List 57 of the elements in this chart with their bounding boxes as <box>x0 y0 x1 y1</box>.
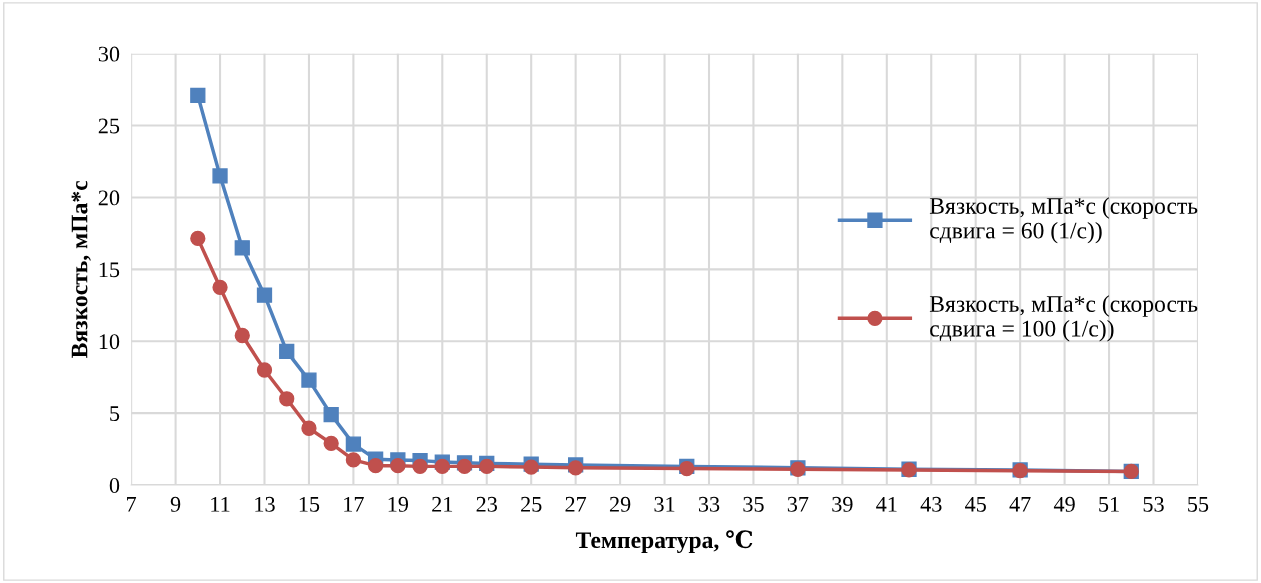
x-tick-label: 49 <box>1053 496 1075 512</box>
x-tick-label: 55 <box>1188 497 1209 512</box>
point <box>412 458 428 475</box>
x-tick-label: 23 <box>476 496 497 512</box>
x-tick-label: 51 <box>1099 496 1119 512</box>
x-tick-label: 43 <box>920 496 942 512</box>
y-tick-label: 25 <box>98 118 120 134</box>
point <box>301 372 317 388</box>
point <box>190 230 206 247</box>
point <box>434 458 450 475</box>
y-tick-label: 5 <box>110 406 120 422</box>
point <box>234 327 250 344</box>
point <box>279 343 295 359</box>
x-tick-label: 53 <box>1143 496 1164 512</box>
point <box>345 436 362 452</box>
x-tick-label: 19 <box>388 496 409 512</box>
legend-label: Вязкость, мПа*с (скорость сдвига = 100 (1/с)) <box>929 295 1198 342</box>
x-tick-label: 33 <box>698 496 720 512</box>
point <box>456 458 473 475</box>
x-tick-label: 11 <box>211 496 230 512</box>
y-tick-label: 15 <box>99 262 120 278</box>
x-tick-label: 29 <box>609 496 631 512</box>
x-tick-label: 21 <box>432 496 453 512</box>
x-tick-label: 35 <box>743 496 764 512</box>
y-tick-label: 10 <box>99 334 120 350</box>
x-tick-label: 39 <box>832 496 853 512</box>
x-tick-label: 45 <box>965 496 986 512</box>
y-tick-label: 0 <box>109 477 120 493</box>
point <box>279 391 295 407</box>
point <box>345 452 362 468</box>
x-tick-label: 47 <box>1009 496 1031 512</box>
point <box>212 168 228 184</box>
x-tick-label: 37 <box>787 496 809 512</box>
legend-label: Вязкость, мПа*с (скорость сдвига = 60 (1/с)) <box>929 197 1198 244</box>
point <box>301 420 317 436</box>
x-axis-title: Температура, ℃ <box>575 530 753 553</box>
x-tick-label: 31 <box>654 496 675 512</box>
point <box>323 435 339 451</box>
point <box>323 406 339 423</box>
x-tick-label: 9 <box>170 496 181 512</box>
point <box>256 287 273 303</box>
x-tick-label: 15 <box>299 496 320 512</box>
y-tick-label: 30 <box>98 46 120 62</box>
x-tick-label: 13 <box>255 496 275 512</box>
point <box>190 87 206 103</box>
x-tick-label: 7 <box>127 497 137 512</box>
x-tick-label: 27 <box>565 496 587 512</box>
y-axis-title: Вязкость, мПа*с <box>71 180 91 358</box>
point <box>234 240 250 256</box>
x-tick-label: 25 <box>521 496 542 512</box>
y-tick-label: 20 <box>98 190 120 206</box>
x-tick-label: 41 <box>876 496 897 512</box>
point <box>212 279 228 295</box>
point <box>390 458 406 474</box>
x-tick-label: 17 <box>344 496 364 512</box>
point <box>367 458 384 474</box>
point <box>256 362 273 378</box>
